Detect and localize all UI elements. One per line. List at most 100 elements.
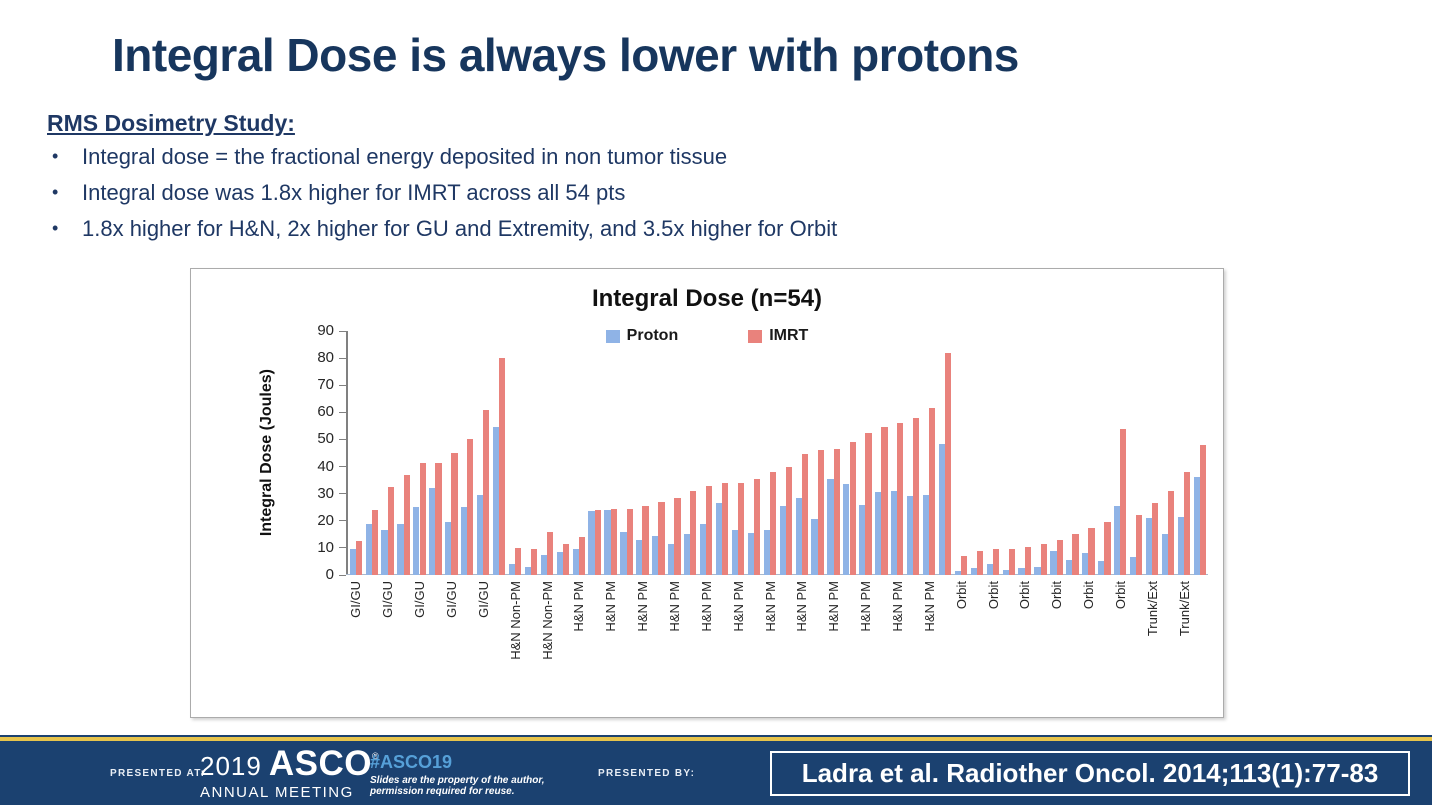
bar-proton xyxy=(588,511,595,575)
y-tick-label: 80 xyxy=(317,349,334,367)
bar-proton xyxy=(397,523,404,575)
bar-proton xyxy=(827,478,834,575)
bar-imrt xyxy=(483,409,490,575)
bar-proton xyxy=(524,566,531,575)
chart: Integral Dose (n=54) Proton IMRT Integra… xyxy=(190,268,1224,718)
bar-proton xyxy=(954,570,961,575)
presented-at-label: PRESENTED AT: xyxy=(110,768,206,779)
bar-imrt xyxy=(1152,503,1159,575)
bar-imrt xyxy=(865,432,872,575)
bar-proton xyxy=(572,549,579,575)
bullet-marker-icon: • xyxy=(52,218,59,238)
y-tick-label: 50 xyxy=(317,430,334,448)
bar-proton xyxy=(508,564,516,575)
bar-proton xyxy=(731,530,738,575)
x-tick-label: Orbit xyxy=(1017,581,1033,610)
bar-proton xyxy=(1018,568,1025,575)
bar-proton xyxy=(477,495,484,575)
legend-entry-imrt: IMRT xyxy=(748,327,808,345)
bullet-marker-icon: • xyxy=(52,182,59,202)
x-tick-label: GI/GU xyxy=(380,581,396,618)
x-axis-line xyxy=(346,574,1208,575)
asco-logo-name: ASCO xyxy=(268,744,372,783)
bar-imrt xyxy=(578,537,585,575)
bar-imrt xyxy=(690,490,697,575)
bar-imrt xyxy=(897,423,904,575)
bullet-text: Integral dose was 1.8x higher for IMRT a… xyxy=(82,180,626,205)
bar-imrt xyxy=(960,556,968,575)
bar-imrt xyxy=(785,466,792,575)
disclaimer-line: Slides are the property of the author, xyxy=(370,775,545,786)
bar-imrt xyxy=(1040,543,1047,575)
bar-proton xyxy=(1145,518,1153,575)
hashtag: #ASCO19 xyxy=(370,752,453,772)
bar-proton xyxy=(349,549,356,575)
bar-imrt xyxy=(355,541,362,575)
bar-proton xyxy=(970,568,977,575)
bar-proton xyxy=(699,523,707,575)
y-tick-mark xyxy=(339,384,346,386)
bar-proton xyxy=(1129,557,1137,575)
bar-imrt xyxy=(1008,549,1015,575)
bullet-list: • Integral dose = the fractional energy … xyxy=(52,144,1052,252)
presented-by-label: PRESENTED BY: xyxy=(598,768,696,779)
bar-proton xyxy=(715,503,723,575)
bar-proton xyxy=(636,539,643,575)
bar-imrt xyxy=(435,462,442,575)
bar-proton xyxy=(684,534,691,575)
bar-proton xyxy=(891,490,898,575)
bar-imrt xyxy=(451,453,458,575)
x-tick-label: H&N PM xyxy=(666,581,682,632)
bar-proton xyxy=(365,523,372,575)
bar-imrt xyxy=(674,497,681,575)
bar-imrt xyxy=(769,471,777,575)
bar-imrt xyxy=(976,550,984,575)
x-tick-label: Orbit xyxy=(985,581,1001,610)
bar-proton xyxy=(1114,505,1121,575)
y-axis-title: Integral Dose (Joules) xyxy=(258,369,275,537)
legend-entry-proton: Proton xyxy=(605,327,679,345)
bar-proton xyxy=(413,507,420,575)
x-tick-label: H&N PM xyxy=(826,581,842,632)
page-title: Integral Dose is always lower with proto… xyxy=(112,29,1019,81)
bar-proton xyxy=(1082,553,1089,575)
bar-imrt xyxy=(1024,546,1031,575)
bar-proton xyxy=(859,504,866,575)
y-tick-label: 70 xyxy=(317,376,334,394)
y-tick-mark xyxy=(339,438,346,440)
bar-proton xyxy=(811,519,818,575)
bar-imrt xyxy=(849,442,856,575)
legend-label-proton: Proton xyxy=(626,327,679,344)
bar-proton xyxy=(429,488,436,575)
x-tick-label: GI/GU xyxy=(475,581,491,618)
plot-area: 0 10 20 30 40 50 60 70 80 90 GI/GU GI/GU GI/GU GI/GU G… xyxy=(317,322,1208,660)
bar-proton xyxy=(875,492,882,575)
bar-imrt xyxy=(1088,527,1095,575)
bar-imrt xyxy=(403,474,410,575)
x-tick-label: H&N PM xyxy=(921,581,937,632)
asco-logo-year: 2019 xyxy=(200,751,262,781)
bar-proton xyxy=(1034,566,1041,575)
y-tick-label: 40 xyxy=(317,457,334,475)
bar-proton xyxy=(668,543,675,575)
bar-imrt xyxy=(1120,428,1127,575)
bar-imrt xyxy=(945,352,952,575)
bullet-item: • 1.8x higher for H&N, 2x higher for GU … xyxy=(52,216,1052,242)
bar-proton xyxy=(795,497,802,575)
y-tick-mark xyxy=(339,466,346,468)
bar-proton xyxy=(540,554,547,575)
bar-imrt xyxy=(929,408,936,575)
y-tick-label: 20 xyxy=(317,511,334,529)
disclaimer-line: permission required for reuse. xyxy=(370,786,515,797)
bar-proton xyxy=(1193,477,1200,575)
bar-imrt xyxy=(530,549,538,575)
bar-imrt xyxy=(706,485,713,575)
bar-imrt xyxy=(801,454,808,575)
x-tick-label: H&N Non-PM xyxy=(539,581,555,660)
bar-imrt xyxy=(594,509,601,575)
bullet-marker-icon: • xyxy=(52,146,59,166)
bar-imrt xyxy=(467,439,474,575)
asco-logo-subtitle: ANNUAL MEETING xyxy=(200,784,354,801)
bar-imrt xyxy=(546,531,554,575)
